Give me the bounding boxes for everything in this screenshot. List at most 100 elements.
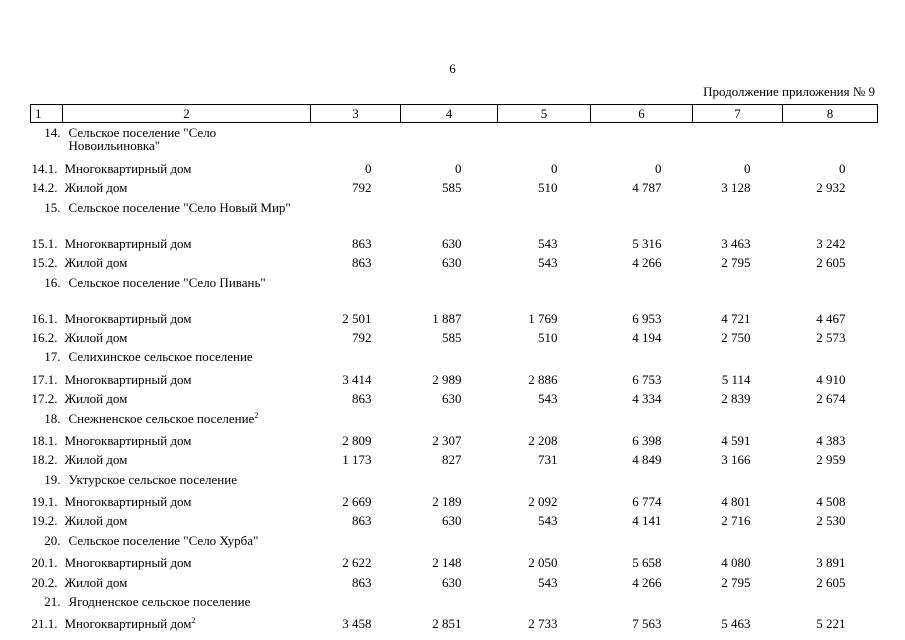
row-number: 15.1. [31, 235, 58, 251]
value-cell: 2 189 [432, 494, 462, 510]
empty-cell [311, 531, 401, 553]
value-cell: 4 266 [632, 255, 662, 271]
value-cell: 4 141 [632, 513, 662, 529]
value-cell: 863 [352, 513, 372, 529]
empty-cell [401, 198, 498, 234]
section-number: 21. [44, 594, 61, 610]
tariff-table: 1 2 3 4 5 6 7 8 14. Сельское поселение "С… [30, 104, 878, 634]
value-cell: 630 [442, 255, 462, 271]
section-number: 14. [44, 125, 61, 140]
empty-cell [591, 470, 693, 492]
value-cell: 630 [442, 574, 462, 590]
row-label: Жилой дом [64, 255, 128, 271]
empty-cell [783, 470, 878, 492]
value-cell: 2 839 [721, 391, 751, 407]
section-row: 19. Уктурское сельское поселение [31, 470, 878, 492]
table-row: 20.2. Жилой дом 863 630 543 4 266 2 795 2 605 [31, 573, 878, 592]
value-cell: 3 166 [721, 452, 751, 468]
row-number: 19.2. [31, 513, 58, 529]
value-cell: 2 622 [342, 555, 372, 571]
empty-cell [591, 123, 693, 160]
empty-cell [693, 409, 783, 431]
value-cell: 5 463 [721, 616, 751, 632]
empty-cell [401, 409, 498, 431]
row-label: Жилой дом [64, 574, 128, 590]
table-row: 19.2. Жилой дом 863 630 543 4 141 2 716 2 530 [31, 511, 878, 530]
empty-cell [693, 198, 783, 234]
value-cell: 4 787 [632, 180, 662, 196]
section-row: 21. Ягодненское сельское поселение [31, 592, 878, 614]
value-cell: 5 658 [632, 555, 662, 571]
value-cell: 4 508 [816, 494, 846, 510]
value-cell: 2 208 [528, 432, 558, 448]
header-cell: 2 [62, 104, 311, 123]
section-number: 15. [44, 199, 61, 215]
row-label: Жилой дом [64, 452, 128, 468]
value-cell: 4 080 [721, 555, 751, 571]
empty-cell [498, 592, 591, 614]
row-number: 18.2. [31, 452, 58, 468]
empty-cell [311, 198, 401, 234]
empty-cell [498, 409, 591, 431]
row-label: Жилой дом [64, 391, 128, 407]
section-number: 18. [44, 410, 61, 426]
row-label: Жилой дом [64, 513, 128, 529]
row-number: 18.1. [31, 432, 58, 448]
value-cell: 543 [538, 513, 558, 529]
empty-cell [401, 531, 498, 553]
value-cell: 2 959 [816, 452, 846, 468]
empty-cell [693, 592, 783, 614]
value-cell: 2 092 [528, 494, 558, 510]
value-cell: 630 [442, 513, 462, 529]
empty-cell [783, 347, 878, 369]
value-cell: 1 887 [432, 310, 462, 326]
value-cell: 4 910 [816, 371, 846, 387]
value-cell: 827 [442, 452, 462, 468]
empty-cell [693, 470, 783, 492]
table-row: 16.1. Многоквартирный дом 2 501 1 887 1 769 6… [31, 309, 878, 328]
value-cell: 585 [442, 180, 462, 196]
table-row: 17.1. Многоквартирный дом 3 414 2 989 2 886 6… [31, 370, 878, 389]
row-number: 20.1. [31, 555, 58, 571]
value-cell: 3 891 [816, 555, 846, 571]
empty-cell [311, 470, 401, 492]
section-row: 18. Снежненское сельское поселение2 [31, 409, 878, 431]
empty-cell [401, 470, 498, 492]
empty-cell [401, 592, 498, 614]
empty-cell [498, 198, 591, 234]
value-cell: 2 669 [342, 494, 372, 510]
value-cell: 2 050 [528, 555, 558, 571]
value-cell: 2 795 [721, 255, 751, 271]
empty-cell [591, 273, 693, 309]
section-label: Сельское поселение "Село Новоильиновка" [68, 125, 217, 153]
value-cell: 543 [538, 235, 558, 251]
value-cell: 6 753 [632, 371, 662, 387]
header-cell: 8 [782, 104, 878, 123]
row-number: 19.1. [31, 494, 58, 510]
section-row: 14. Сельское поселение "Село Новоильиновк… [31, 123, 878, 160]
empty-cell [311, 273, 401, 309]
value-cell: 3 463 [721, 235, 751, 251]
empty-cell [693, 531, 783, 553]
empty-cell [591, 409, 693, 431]
header-cell: 3 [310, 104, 401, 123]
value-cell: 630 [442, 235, 462, 251]
section-label: Сельское поселение "Село Новый Мир" [68, 199, 291, 215]
value-cell: 2 932 [816, 180, 846, 196]
value-cell: 863 [352, 391, 372, 407]
row-label: Многоквартирный дом [64, 310, 192, 326]
empty-cell [498, 273, 591, 309]
table-row: 20.1. Многоквартирный дом 2 622 2 148 2 050 5… [31, 553, 878, 572]
empty-cell [498, 347, 591, 369]
value-cell: 2 886 [528, 371, 558, 387]
value-cell: 2 989 [432, 371, 462, 387]
value-cell: 731 [538, 452, 558, 468]
section-number: 19. [44, 471, 61, 487]
value-cell: 4 721 [721, 310, 751, 326]
value-cell: 2 148 [432, 555, 462, 571]
section-row: 16. Сельское поселение "Село Пивань" [31, 273, 878, 309]
empty-cell [693, 123, 783, 160]
section-row: 17. Селихинское сельское поселение [31, 347, 878, 369]
value-cell: 4 801 [721, 494, 751, 510]
section-label: Уктурское сельское поселение [68, 471, 237, 487]
